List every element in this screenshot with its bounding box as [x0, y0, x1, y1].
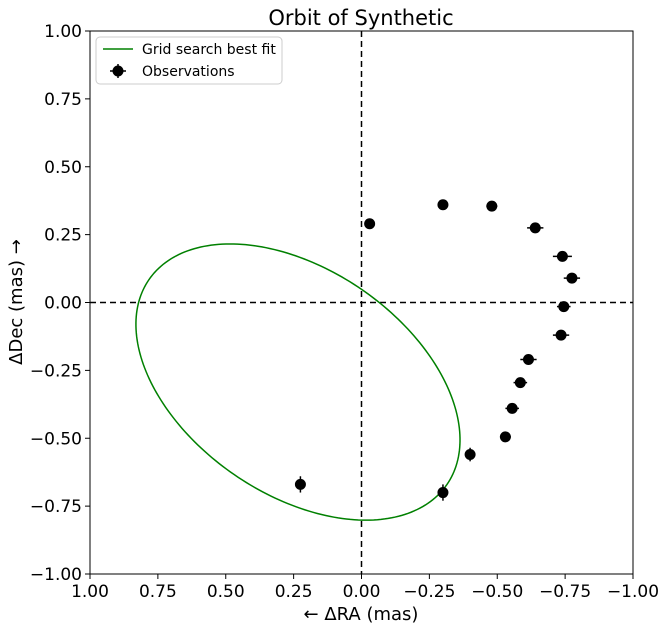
x-tick-label: −0.25: [403, 582, 455, 602]
legend-label-fit: Grid search best fit: [142, 42, 276, 58]
observation-point: [552, 329, 570, 341]
observation-marker: [294, 478, 306, 490]
observation-point: [499, 431, 511, 443]
observation-marker: [437, 487, 449, 499]
observation-point: [527, 222, 544, 234]
best-fit-orbit-line: [135, 243, 461, 521]
observation-point: [563, 272, 581, 284]
observation-marker: [499, 431, 511, 443]
legend-box: [95, 36, 283, 85]
observation-marker: [529, 222, 541, 234]
y-tick-label: −0.50: [30, 429, 82, 449]
x-tick-label: 0.75: [139, 582, 177, 602]
y-tick-label: −0.25: [30, 361, 82, 381]
observation-point: [437, 199, 449, 211]
x-tick-label: 1.00: [71, 582, 109, 602]
observation-point: [513, 377, 528, 389]
y-tick-label: 0.50: [44, 158, 82, 178]
observation-marker: [555, 329, 567, 341]
observation-point: [505, 402, 519, 414]
observation-point: [294, 476, 306, 493]
observation-marker: [566, 272, 578, 284]
x-tick-label: 0.00: [343, 582, 381, 602]
x-tick-label: −0.75: [539, 582, 591, 602]
x-tick-label: 0.25: [275, 582, 313, 602]
legend: Grid search best fit Observations: [95, 36, 283, 85]
observation-point: [552, 250, 572, 262]
x-axis-title: ← ΔRA (mas): [304, 604, 419, 625]
legend-marker-swatch: [112, 65, 124, 77]
y-axis-title: ΔDec (mas) →: [6, 239, 27, 365]
y-tick-label: −1.00: [30, 565, 82, 585]
observation-marker: [556, 250, 568, 262]
y-tick-label: 0.75: [44, 90, 82, 110]
y-tick-label: 0.00: [44, 294, 82, 314]
observation-marker: [464, 449, 476, 461]
observation-marker: [486, 200, 498, 212]
y-axis: 1.00 0.75 0.50 0.25 0.00 −0.25 −0.50 −0.75 −1.00: [30, 22, 90, 585]
observation-point: [364, 218, 376, 230]
y-tick-label: 0.25: [44, 226, 82, 246]
observation-point: [464, 447, 476, 462]
observation-point: [486, 200, 498, 212]
x-axis: 1.00 0.75 0.50 0.25 0.00 −0.25 −0.50 −0.75 −1.00: [71, 574, 659, 602]
observation-marker: [437, 199, 449, 211]
plot-area: [90, 31, 633, 574]
x-tick-label: −0.50: [471, 582, 523, 602]
y-tick-label: 1.00: [44, 22, 82, 42]
observation-marker: [522, 354, 534, 366]
observation-marker: [506, 402, 518, 414]
observation-point: [520, 354, 537, 366]
observation-point: [556, 301, 571, 313]
observation-point: [437, 484, 449, 501]
y-tick-label: −0.75: [30, 497, 82, 517]
observation-marker: [364, 218, 376, 230]
legend-label-observations: Observations: [142, 64, 235, 80]
x-tick-label: −1.00: [607, 582, 659, 602]
observation-marker: [558, 301, 570, 313]
chart-title: Orbit of Synthetic: [268, 6, 453, 30]
observation-marker: [514, 377, 526, 389]
x-tick-label: 0.50: [207, 582, 245, 602]
